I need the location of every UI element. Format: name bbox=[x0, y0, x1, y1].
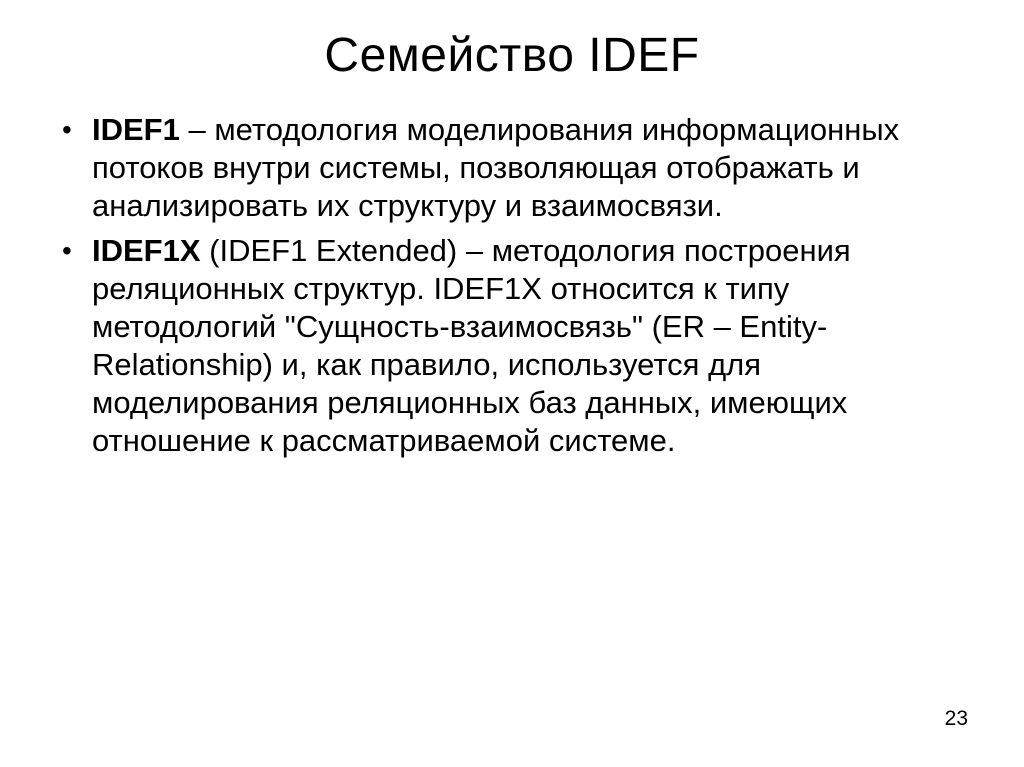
definition-text: – методология моделирования информационн… bbox=[92, 112, 899, 223]
slide: Семейство IDEF IDEF1 – методология модел… bbox=[0, 0, 1024, 767]
slide-title: Семейство IDEF bbox=[48, 28, 976, 83]
page-number: 23 bbox=[945, 707, 968, 731]
list-item: IDEF1X (IDEF1 Extended) – методология по… bbox=[92, 232, 964, 459]
term: IDEF1X bbox=[92, 233, 201, 268]
list-item: IDEF1 – методология моделирования информ… bbox=[92, 111, 964, 224]
term: IDEF1 bbox=[92, 112, 180, 147]
bullet-list: IDEF1 – методология моделирования информ… bbox=[48, 111, 976, 459]
definition-text: (IDEF1 Extended) – методология построени… bbox=[92, 233, 851, 457]
